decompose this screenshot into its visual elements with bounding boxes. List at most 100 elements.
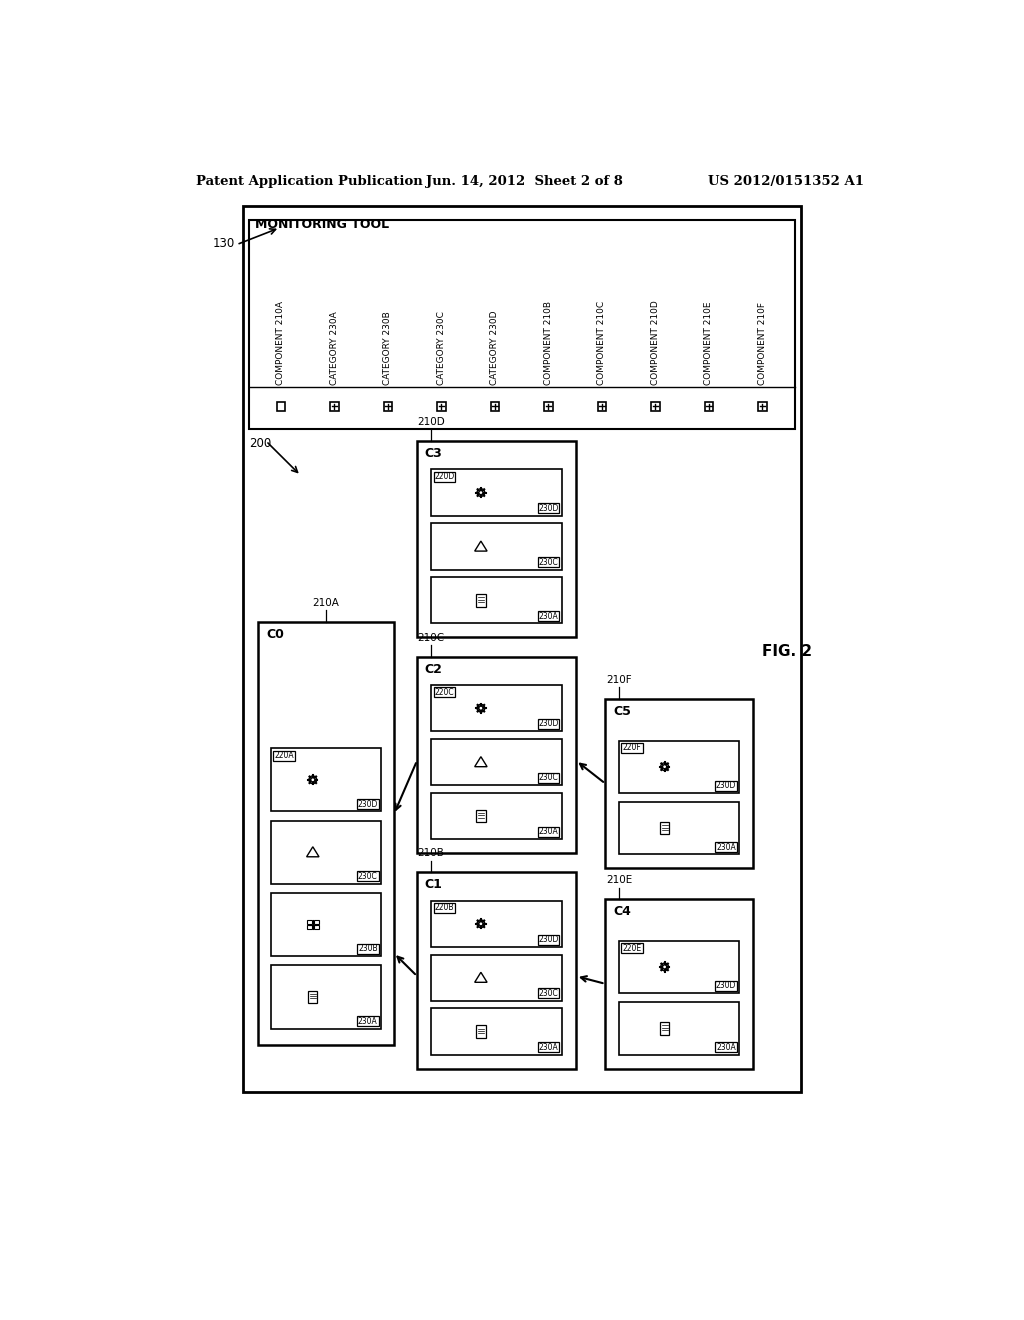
Bar <box>431 1008 561 1055</box>
Bar <box>598 403 606 411</box>
Text: 230D: 230D <box>716 981 736 990</box>
Text: 230C: 230C <box>539 558 558 566</box>
Text: 230D: 230D <box>539 935 559 944</box>
Bar <box>715 981 736 991</box>
Text: 220C: 220C <box>435 688 455 697</box>
Text: CATEGORY 230B: CATEGORY 230B <box>383 312 392 385</box>
Text: 230D: 230D <box>539 719 559 729</box>
Bar <box>437 403 445 411</box>
Text: COMPONENT 210C: COMPONENT 210C <box>597 301 606 385</box>
Bar <box>476 594 485 607</box>
Bar <box>605 899 753 1069</box>
Bar <box>273 751 295 760</box>
Bar <box>538 557 559 568</box>
Text: 220A: 220A <box>274 751 294 760</box>
Bar <box>538 1043 559 1052</box>
Bar <box>538 774 559 783</box>
Bar <box>271 892 381 956</box>
Bar <box>622 743 643 752</box>
Text: 230D: 230D <box>357 800 378 809</box>
Bar <box>357 1016 379 1026</box>
Text: 230C: 230C <box>539 989 558 998</box>
Text: COMPONENT 210E: COMPONENT 210E <box>705 301 714 385</box>
Bar <box>417 656 575 853</box>
Bar <box>659 1022 670 1035</box>
Text: COMPONENT 210D: COMPONENT 210D <box>651 300 659 385</box>
Text: C1: C1 <box>425 878 442 891</box>
Bar <box>476 810 485 822</box>
Text: 210C: 210C <box>418 632 444 643</box>
Bar <box>715 780 736 791</box>
Text: 230A: 230A <box>539 611 558 620</box>
Bar <box>243 206 801 1092</box>
Bar <box>249 220 795 429</box>
Bar <box>258 622 394 1045</box>
Text: C3: C3 <box>425 447 442 461</box>
Text: C2: C2 <box>425 663 442 676</box>
Bar <box>618 1002 739 1055</box>
Bar <box>715 842 736 853</box>
Text: CATEGORY 230A: CATEGORY 230A <box>330 312 339 385</box>
Bar <box>538 503 559 513</box>
Bar <box>384 403 392 411</box>
Text: C0: C0 <box>266 628 284 642</box>
Bar <box>306 925 312 929</box>
Bar <box>538 611 559 622</box>
Bar <box>431 793 561 840</box>
Text: C4: C4 <box>613 906 631 919</box>
Bar <box>271 965 381 1028</box>
Bar <box>431 900 561 946</box>
Bar <box>417 873 575 1069</box>
Bar <box>431 470 561 516</box>
Bar <box>544 403 553 411</box>
Text: 220B: 220B <box>435 903 455 912</box>
Bar <box>431 577 561 623</box>
Bar <box>538 719 559 729</box>
Text: 230C: 230C <box>358 873 378 880</box>
Text: 210B: 210B <box>418 849 444 858</box>
Text: 230D: 230D <box>716 781 736 791</box>
Text: 230A: 230A <box>539 828 558 837</box>
Bar <box>313 920 319 924</box>
Text: FIG. 2: FIG. 2 <box>762 644 812 659</box>
Text: US 2012/0151352 A1: US 2012/0151352 A1 <box>709 176 864 187</box>
Text: COMPONENT 210F: COMPONENT 210F <box>758 302 767 385</box>
Text: C5: C5 <box>613 705 631 718</box>
Bar <box>330 403 339 411</box>
Text: MONITORING TOOL: MONITORING TOOL <box>255 218 389 231</box>
Bar <box>417 441 575 638</box>
Text: 210E: 210E <box>606 875 633 886</box>
Text: Patent Application Publication: Patent Application Publication <box>197 176 423 187</box>
Bar <box>308 991 317 1003</box>
Text: COMPONENT 210B: COMPONENT 210B <box>544 301 553 385</box>
Bar <box>476 1026 485 1038</box>
Bar <box>659 822 670 834</box>
Bar <box>271 821 381 884</box>
Bar <box>357 871 379 882</box>
Text: CATEGORY 230C: CATEGORY 230C <box>437 312 446 385</box>
Bar <box>434 688 456 697</box>
Bar <box>538 826 559 837</box>
Text: 220F: 220F <box>623 743 641 752</box>
Bar <box>651 403 659 411</box>
Bar <box>271 748 381 812</box>
Bar <box>618 941 739 993</box>
Bar <box>434 903 456 913</box>
Bar <box>538 989 559 998</box>
Text: 230A: 230A <box>716 1043 736 1052</box>
Bar <box>618 803 739 854</box>
Text: 230C: 230C <box>539 774 558 783</box>
Bar <box>538 935 559 945</box>
Text: Jun. 14, 2012  Sheet 2 of 8: Jun. 14, 2012 Sheet 2 of 8 <box>426 176 624 187</box>
Bar <box>306 920 312 924</box>
Bar <box>705 403 713 411</box>
Bar <box>490 403 500 411</box>
Bar <box>434 471 456 482</box>
Bar <box>431 739 561 785</box>
Bar <box>431 685 561 731</box>
Text: 230B: 230B <box>358 944 378 953</box>
Text: 200: 200 <box>249 437 271 450</box>
Bar <box>276 403 286 411</box>
Text: 230A: 230A <box>716 842 736 851</box>
Text: 230A: 230A <box>539 1043 558 1052</box>
